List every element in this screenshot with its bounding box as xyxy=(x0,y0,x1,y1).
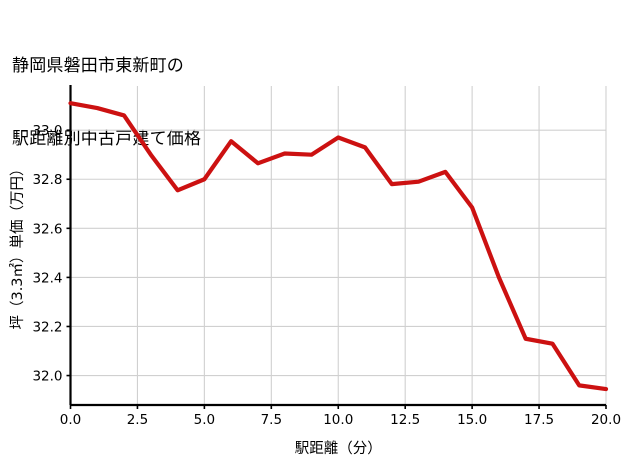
tickmarks xyxy=(66,129,607,409)
x-axis-title: 駅距離（分） xyxy=(295,439,382,457)
x-tick-label: 7.5 xyxy=(261,412,282,428)
data-line-series-0 xyxy=(68,101,609,392)
chart-title-line-1: 静岡県磐田市東新町の xyxy=(12,56,184,77)
x-tick-label: 12.5 xyxy=(390,412,420,428)
chart-title: 静岡県磐田市東新町の 駅距離別中古戸建て価格 xyxy=(12,6,472,199)
x-tick-label: 15.0 xyxy=(457,412,487,428)
x-tick-label: 0.0 xyxy=(60,412,81,428)
y-axis-title: 坪（3.3㎡）単価（万円） xyxy=(9,161,26,329)
x-tick-label: 10.0 xyxy=(323,412,353,428)
y-tick-label: 32.6 xyxy=(32,221,62,237)
x-tick-label: 2.5 xyxy=(127,412,148,428)
x-tick-labels: 0.0 2.5 5.0 7.5 10.0 12.5 15.0 17.5 20.0 xyxy=(60,412,621,428)
y-tick-label: 32.8 xyxy=(32,172,62,188)
y-tick-label: 32.0 xyxy=(32,369,62,385)
chart-title-line-2: 駅距離別中古戸建て価格 xyxy=(12,128,202,149)
x-tick-label: 17.5 xyxy=(524,412,554,428)
gridlines xyxy=(69,86,607,405)
y-tick-label: 32.4 xyxy=(32,270,62,286)
y-tick-labels: 32.0 32.2 32.4 32.6 32.8 33.0 xyxy=(32,123,62,384)
y-tick-label: 33.0 xyxy=(32,123,62,139)
x-tick-label: 5.0 xyxy=(194,412,215,428)
x-tick-label: 20.0 xyxy=(591,412,621,428)
y-tick-label: 32.2 xyxy=(32,319,62,335)
